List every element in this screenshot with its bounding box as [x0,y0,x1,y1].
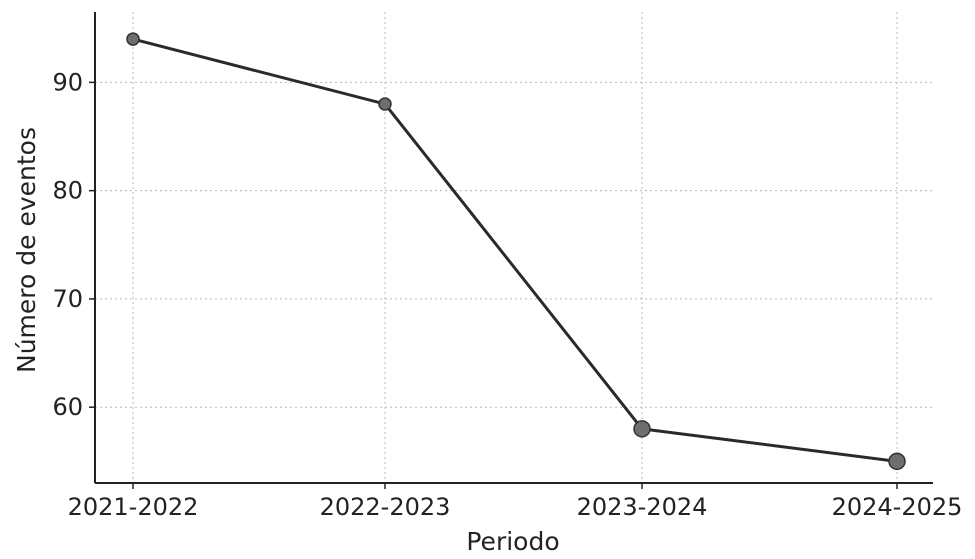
x-tick-label: 2022-2023 [320,493,451,521]
x-tick-label: 2023-2024 [577,493,708,521]
tick-label-layer: 60 70 80 90 2021-2022 2022-2023 2023-2024 2024-… [52,68,962,521]
data-point [378,97,392,111]
x-tick-label: 2021-2022 [68,493,199,521]
y-tick-label: 60 [52,393,83,421]
grid-layer [95,12,933,483]
series-line [132,37,898,463]
data-point [126,32,140,46]
data-point [888,452,906,471]
y-axis-label: Número de eventos [12,127,41,373]
data-point [633,420,651,438]
y-tick-label: 90 [52,68,83,96]
x-tick-label: 2024-2025 [832,493,963,521]
y-tick-label: 70 [52,285,83,313]
axes-layer [94,12,933,484]
series-layer [126,32,906,471]
x-axis-label: Periodo [466,527,559,556]
y-tick-label: 80 [52,177,83,205]
